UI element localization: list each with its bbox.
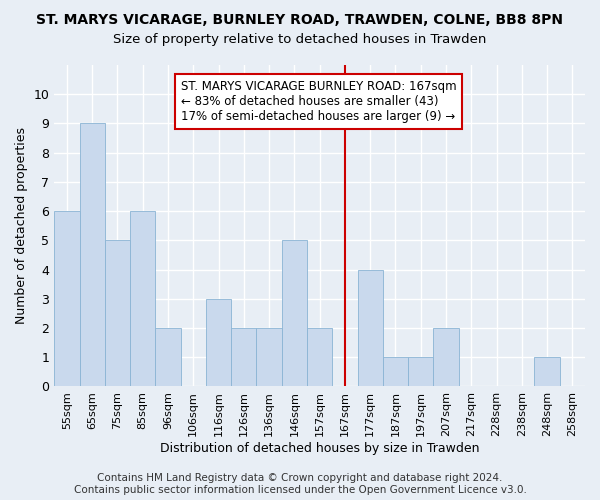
Bar (383, 357, 408, 386)
Text: ST. MARYS VICARAGE BURNLEY ROAD: 167sqm
← 83% of detached houses are smaller (43: ST. MARYS VICARAGE BURNLEY ROAD: 167sqm … (181, 80, 456, 122)
Bar (307, 328, 332, 386)
Bar (433, 328, 458, 386)
Bar (206, 299, 231, 386)
X-axis label: Distribution of detached houses by size in Trawden: Distribution of detached houses by size … (160, 442, 479, 455)
Bar (282, 240, 307, 386)
Text: Size of property relative to detached houses in Trawden: Size of property relative to detached ho… (113, 32, 487, 46)
Bar (408, 357, 433, 386)
Bar (130, 211, 155, 386)
Bar (535, 357, 560, 386)
Bar (54, 211, 80, 386)
Bar (80, 124, 105, 386)
Bar (358, 270, 383, 386)
Bar (256, 328, 282, 386)
Text: ST. MARYS VICARAGE, BURNLEY ROAD, TRAWDEN, COLNE, BB8 8PN: ST. MARYS VICARAGE, BURNLEY ROAD, TRAWDE… (37, 12, 563, 26)
Text: Contains HM Land Registry data © Crown copyright and database right 2024.
Contai: Contains HM Land Registry data © Crown c… (74, 474, 526, 495)
Bar (155, 328, 181, 386)
Y-axis label: Number of detached properties: Number of detached properties (15, 127, 28, 324)
Bar (105, 240, 130, 386)
Bar (231, 328, 256, 386)
